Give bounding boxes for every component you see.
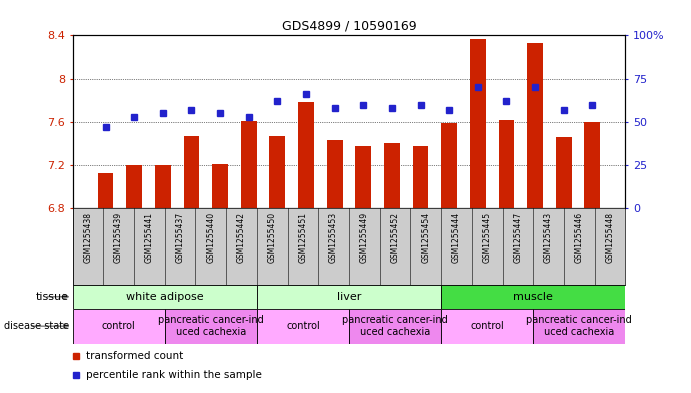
Text: GSM1255438: GSM1255438 <box>84 212 93 263</box>
Bar <box>384 143 400 208</box>
Text: GSM1255443: GSM1255443 <box>544 212 553 263</box>
Text: transformed count: transformed count <box>86 351 184 361</box>
Bar <box>585 122 600 208</box>
Bar <box>355 145 371 208</box>
Bar <box>97 173 113 208</box>
Text: GSM1255444: GSM1255444 <box>452 212 461 263</box>
Text: GSM1255440: GSM1255440 <box>206 212 216 263</box>
Bar <box>349 309 441 344</box>
Text: GSM1255441: GSM1255441 <box>145 212 154 263</box>
Bar <box>442 123 457 208</box>
Text: pancreatic cancer-ind
uced cachexia: pancreatic cancer-ind uced cachexia <box>342 316 448 337</box>
Bar <box>257 285 441 309</box>
Text: control: control <box>102 321 135 331</box>
Text: GSM1255454: GSM1255454 <box>422 212 430 263</box>
Bar <box>327 140 343 208</box>
Text: GSM1255442: GSM1255442 <box>237 212 246 263</box>
Bar <box>73 285 257 309</box>
Bar <box>241 121 256 208</box>
Bar <box>73 309 164 344</box>
Text: percentile rank within the sample: percentile rank within the sample <box>86 369 262 380</box>
Bar <box>269 136 285 208</box>
Bar <box>470 39 486 208</box>
Text: GSM1255439: GSM1255439 <box>114 212 123 263</box>
Text: GSM1255450: GSM1255450 <box>267 212 276 263</box>
Bar <box>184 136 199 208</box>
Bar <box>527 43 543 208</box>
Bar <box>257 309 349 344</box>
Text: GSM1255445: GSM1255445 <box>482 212 492 263</box>
Text: GSM1255452: GSM1255452 <box>390 212 399 263</box>
Text: disease state: disease state <box>4 321 69 331</box>
Bar <box>164 309 257 344</box>
Text: GSM1255453: GSM1255453 <box>329 212 338 263</box>
Text: GSM1255448: GSM1255448 <box>605 212 614 263</box>
Bar <box>413 145 428 208</box>
Text: pancreatic cancer-ind
uced cachexia: pancreatic cancer-ind uced cachexia <box>158 316 264 337</box>
Text: GSM1255447: GSM1255447 <box>513 212 522 263</box>
Text: tissue: tissue <box>36 292 69 302</box>
Text: GSM1255446: GSM1255446 <box>575 212 584 263</box>
Bar <box>155 165 171 208</box>
Bar <box>298 102 314 208</box>
Bar <box>441 285 625 309</box>
Text: GSM1255437: GSM1255437 <box>176 212 184 263</box>
Text: pancreatic cancer-ind
uced cachexia: pancreatic cancer-ind uced cachexia <box>527 316 632 337</box>
Bar <box>556 137 571 208</box>
Text: liver: liver <box>337 292 361 302</box>
Text: white adipose: white adipose <box>126 292 204 302</box>
Text: control: control <box>471 321 504 331</box>
Bar <box>126 165 142 208</box>
Title: GDS4899 / 10590169: GDS4899 / 10590169 <box>282 20 416 33</box>
Bar <box>212 164 228 208</box>
Bar <box>533 309 625 344</box>
Text: muscle: muscle <box>513 292 553 302</box>
Bar <box>499 119 514 208</box>
Text: control: control <box>286 321 320 331</box>
Text: GSM1255451: GSM1255451 <box>299 212 307 263</box>
Bar <box>441 309 533 344</box>
Text: GSM1255449: GSM1255449 <box>360 212 369 263</box>
